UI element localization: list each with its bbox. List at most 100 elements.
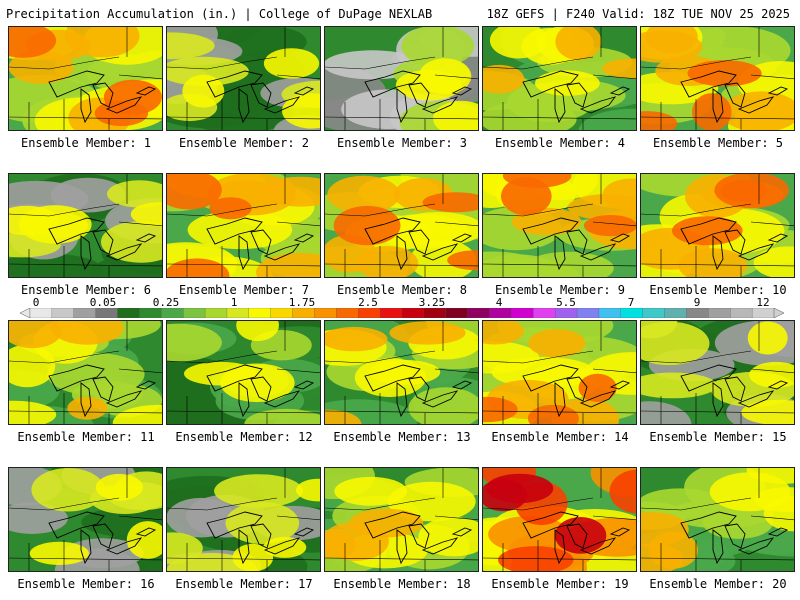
colorbar-tick-label: 1.75 (288, 296, 316, 309)
precipitation-field (167, 321, 320, 424)
great-lakes-outline (680, 511, 789, 565)
colorbar-tick-label: 0 (32, 296, 40, 309)
colorbar-tick-label: 3.25 (418, 296, 446, 309)
colorbar-tick-label: 4 (495, 296, 503, 309)
colorbar-swatch (445, 308, 469, 318)
ensemble-member-map (324, 467, 479, 572)
colorbar-tick-label: 12 (756, 296, 770, 309)
state-borders (641, 468, 794, 571)
ensemble-member-map (8, 173, 163, 278)
great-lakes-outline (522, 511, 631, 565)
colorbar-swatch (270, 308, 294, 318)
colorbar-swatch (226, 308, 250, 318)
state-borders (325, 468, 478, 571)
colorbar-swatch (51, 308, 75, 318)
state-borders (483, 27, 636, 130)
colorbar-swatch (292, 308, 315, 318)
ensemble-member-label: Ensemble Member: 14 (491, 430, 629, 444)
colorbar-tick-label: 5.5 (556, 296, 576, 309)
ensemble-member-label: Ensemble Member: 19 (491, 577, 629, 591)
ensemble-member-map (482, 467, 637, 572)
ensemble-member-map (324, 26, 479, 131)
state-borders (9, 468, 162, 571)
great-lakes-outline (364, 364, 473, 418)
colorbar-tick-label: 7 (627, 296, 635, 309)
ensemble-member-map (166, 26, 321, 131)
great-lakes-outline (522, 70, 631, 124)
state-borders (9, 27, 162, 130)
ensemble-member-label: Ensemble Member: 10 (649, 283, 787, 297)
ensemble-member-map (482, 320, 637, 425)
state-borders (641, 174, 794, 277)
ensemble-member-label: Ensemble Member: 16 (17, 577, 155, 591)
ensemble-member-map (640, 173, 795, 278)
state-borders (483, 468, 636, 571)
ensemble-member-map (166, 173, 321, 278)
colorbar (20, 308, 784, 318)
colorbar-swatch (73, 308, 97, 318)
ensemble-member-label: Ensemble Member: 9 (494, 283, 626, 297)
state-borders (483, 321, 636, 424)
precipitation-field (167, 27, 320, 130)
precipitation-field (641, 174, 794, 277)
colorbar-swatch (664, 308, 687, 318)
colorbar-swatch (511, 308, 534, 318)
colorbar-swatch (489, 308, 512, 318)
ensemble-member-map (640, 320, 795, 425)
precipitation-field (325, 468, 478, 571)
state-borders (167, 468, 320, 571)
great-lakes-outline (206, 217, 315, 271)
colorbar-swatch (358, 308, 381, 318)
colorbar-swatch (730, 308, 753, 318)
colorbar-swatch (95, 308, 118, 318)
precipitation-field (167, 468, 320, 571)
state-borders (641, 321, 794, 424)
state-borders (9, 174, 162, 277)
ensemble-member-label: Ensemble Member: 8 (336, 283, 468, 297)
precipitation-field (9, 468, 162, 571)
ensemble-member-label: Ensemble Member: 4 (494, 136, 626, 150)
colorbar-tick-label: 0.25 (152, 296, 180, 309)
great-lakes-outline (522, 217, 631, 271)
ensemble-member-map (640, 26, 795, 131)
ensemble-member-label: Ensemble Member: 5 (652, 136, 784, 150)
great-lakes-outline (364, 217, 473, 271)
ensemble-member-map (8, 26, 163, 131)
colorbar-swatch (533, 308, 556, 318)
ensemble-member-label: Ensemble Member: 18 (333, 577, 471, 591)
colorbar-swatch (576, 308, 600, 318)
colorbar-swatch (642, 308, 666, 318)
state-borders (483, 174, 636, 277)
great-lakes-outline (680, 70, 789, 124)
colorbar-swatch (555, 308, 578, 318)
precipitation-field (167, 174, 320, 277)
colorbar-tick-label: 0.05 (89, 296, 117, 309)
colorbar-tick-label: 1 (230, 296, 238, 309)
colorbar-swatch (139, 308, 162, 318)
run-valid-time: 18Z GEFS | F240 Valid: 18Z TUE NOV 25 20… (486, 7, 790, 21)
precipitation-field (325, 27, 478, 130)
colorbar-swatch (708, 308, 731, 318)
colorbar-swatch (598, 308, 622, 318)
state-borders (641, 27, 794, 130)
colorbar-swatch (183, 308, 206, 318)
precipitation-field (641, 468, 794, 571)
state-borders (167, 321, 320, 424)
colorbar-swatch (379, 308, 403, 318)
great-lakes-outline (48, 70, 157, 124)
great-lakes-outline (206, 70, 315, 124)
colorbar-swatch (117, 308, 140, 318)
colorbar-swatch (336, 308, 359, 318)
great-lakes-outline (206, 364, 315, 418)
precipitation-field (9, 27, 162, 130)
ensemble-member-map (8, 467, 163, 572)
colorbar-swatch (686, 308, 709, 318)
colorbar-swatch (751, 308, 775, 318)
precipitation-field (483, 321, 636, 424)
colorbar-left-arrow (20, 308, 31, 318)
state-borders (167, 27, 320, 130)
ensemble-member-map (324, 320, 479, 425)
precipitation-field (483, 468, 636, 571)
precipitation-field (641, 27, 794, 130)
ensemble-member-label: Ensemble Member: 3 (336, 136, 468, 150)
